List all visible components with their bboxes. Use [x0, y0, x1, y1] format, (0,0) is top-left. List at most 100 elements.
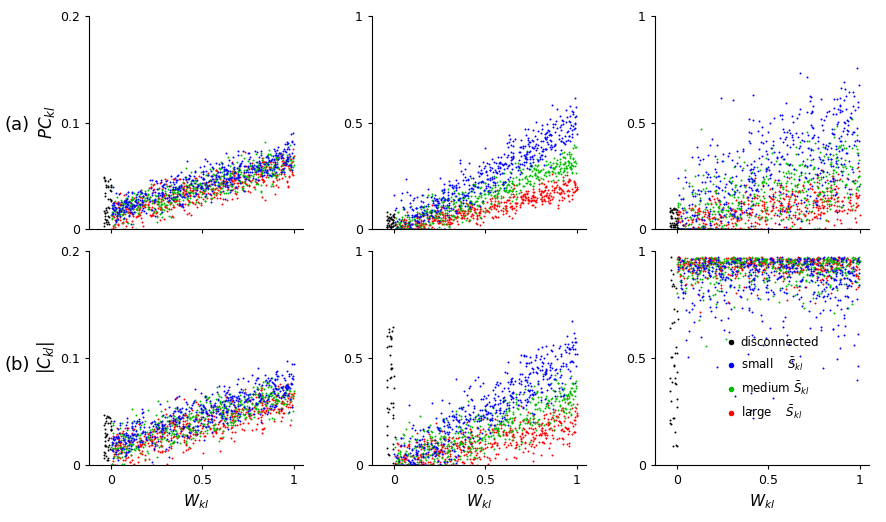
Point [522, 148, 536, 157]
Point [408, 448, 423, 456]
Point [159, 182, 174, 191]
Point [173, 429, 187, 437]
Point [780, 167, 794, 175]
Point [743, 388, 758, 397]
Point [446, 205, 460, 213]
Point [516, 424, 530, 433]
Point [222, 152, 236, 161]
Point [729, 214, 743, 222]
Point [569, 412, 583, 421]
Point [741, 283, 755, 291]
Point [536, 420, 550, 429]
Point [260, 159, 274, 168]
Point [227, 401, 241, 409]
Point [781, 270, 796, 278]
Point [445, 195, 459, 204]
Point [711, 184, 726, 193]
Point [689, 277, 703, 286]
Point [749, 254, 763, 263]
Point [507, 433, 521, 441]
Point [508, 395, 522, 403]
Point [220, 419, 234, 427]
Point [276, 393, 290, 401]
Point [199, 420, 214, 428]
Point [457, 447, 471, 455]
Point [567, 180, 581, 188]
Point [517, 193, 531, 201]
Point [280, 381, 294, 389]
Point [671, 226, 685, 234]
Point [820, 168, 834, 176]
Point [780, 331, 794, 339]
Point [533, 179, 548, 187]
Point [559, 164, 573, 172]
Point [220, 388, 234, 396]
Point [710, 259, 724, 268]
Point [220, 419, 234, 428]
Point [457, 428, 471, 436]
Point [167, 193, 181, 201]
Point [810, 268, 824, 277]
Point [208, 173, 222, 182]
Point [226, 415, 240, 423]
Point [832, 276, 846, 284]
Point [157, 423, 171, 432]
Point [486, 181, 500, 189]
Point [127, 460, 141, 468]
Point [471, 177, 486, 186]
Point [170, 184, 184, 192]
Point [713, 258, 727, 266]
Point [400, 450, 414, 459]
Point [144, 205, 158, 213]
Point [146, 427, 160, 435]
Point [255, 407, 269, 416]
Point [470, 183, 485, 192]
Point [245, 425, 259, 434]
Point [159, 444, 173, 453]
Point [734, 258, 748, 267]
Point [230, 412, 245, 420]
Point [451, 452, 465, 460]
Point [492, 417, 506, 425]
Point [231, 172, 245, 180]
Point [286, 152, 300, 160]
Point [519, 401, 533, 409]
Point [758, 197, 773, 206]
Point [398, 217, 412, 226]
Point [516, 198, 530, 207]
Point [154, 201, 168, 209]
Point [834, 269, 848, 278]
Point [529, 162, 543, 170]
Point [171, 189, 185, 197]
Point [224, 399, 238, 407]
Point [729, 255, 743, 263]
Point [401, 460, 416, 469]
Point [732, 224, 746, 232]
Point [523, 418, 537, 426]
Point [705, 255, 719, 263]
Point [433, 195, 447, 204]
Point [525, 164, 540, 172]
Point [198, 187, 212, 195]
Point [398, 219, 412, 227]
Point [837, 292, 851, 300]
Point [241, 404, 255, 412]
Point [519, 359, 533, 367]
Point [255, 393, 269, 401]
Point [242, 389, 256, 398]
Point [257, 160, 271, 168]
Point [268, 401, 282, 409]
Point [125, 424, 139, 432]
Point [669, 403, 683, 411]
Point [405, 460, 419, 469]
Point [741, 271, 755, 279]
Point [513, 432, 527, 440]
Point [766, 160, 780, 168]
Point [706, 259, 720, 268]
Point [467, 417, 481, 425]
Point [773, 254, 788, 262]
Point [105, 205, 120, 213]
Point [456, 214, 470, 222]
Point [448, 422, 462, 431]
Point [849, 375, 863, 384]
